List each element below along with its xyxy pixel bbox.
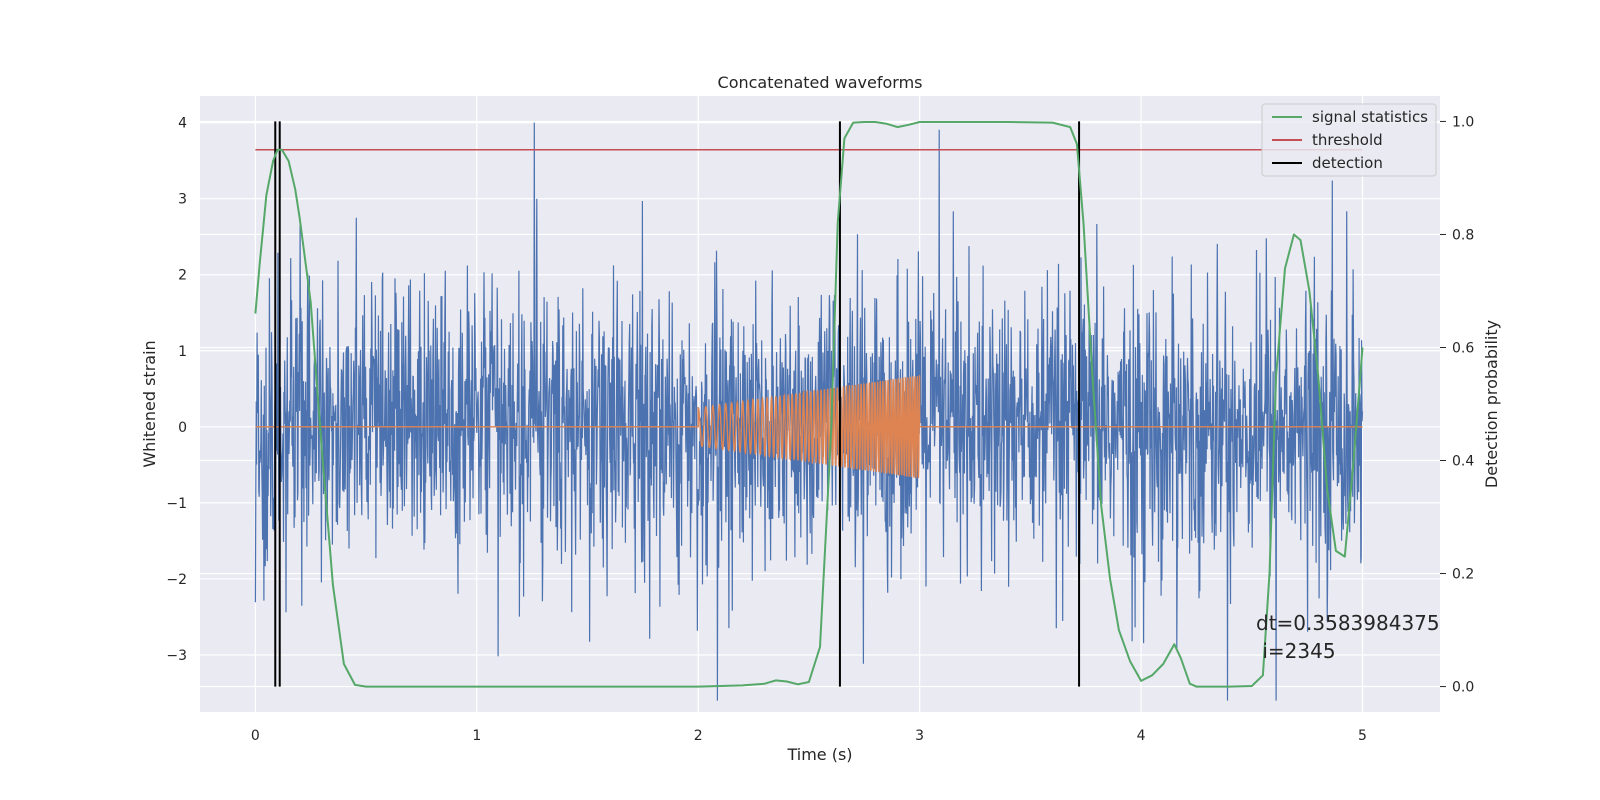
injected-signal-series (255, 375, 1363, 479)
y-right-tick-label: 1.0 (1452, 114, 1474, 130)
y-right-tick-label: 0.8 (1452, 227, 1474, 243)
x-tick-label: 4 (1137, 728, 1146, 744)
x-tick-label: 2 (694, 728, 703, 744)
y-left-tick-label: 1 (178, 344, 187, 360)
legend-box (1261, 103, 1437, 177)
chart-title: Concatenated waveforms (718, 73, 923, 92)
noise-trace (254, 122, 1364, 701)
y-left-tick-label: 0 (178, 420, 187, 436)
x-tick-label: 0 (251, 728, 260, 744)
y-left-tick-label: 4 (178, 116, 187, 132)
signal-statistics-line (254, 121, 1364, 688)
tick-labels: 0 1 2 3 4 5 −3 −2 −1 0 1 2 3 4 0.0 0.2 0.4 0.6 0.8 1.0 (166, 114, 1474, 744)
y-left-tick-label: −1 (166, 496, 187, 512)
y-right-tick-label: 0.2 (1452, 567, 1474, 583)
x-tick-label: 5 (1358, 728, 1367, 744)
annotation-i: i=2345 (1256, 639, 1336, 663)
y-right-tick-label: 0.4 (1452, 454, 1474, 470)
y-left-tick-label: 3 (178, 192, 187, 208)
y-left-tick-label: −2 (166, 572, 187, 588)
y-left-tick-label: 2 (178, 268, 187, 284)
x-axis-label: Time (s) (786, 745, 852, 764)
legend-label-threshold: threshold (1312, 131, 1383, 149)
annotation-dt: dt=0.3583984375 (1256, 611, 1440, 635)
noise-series (254, 122, 1364, 701)
y-axis-label-right: Detection probability (1482, 320, 1501, 488)
legend-label-detection: detection (1312, 154, 1383, 172)
y-right-tick-label: 0.0 (1452, 680, 1474, 696)
x-tick-label: 3 (915, 728, 924, 744)
y-axis-label-left: Whitened strain (140, 340, 159, 467)
x-tick-label: 1 (472, 728, 481, 744)
injected-signal-trace (255, 375, 1363, 479)
y-left-tick-label: −3 (166, 648, 187, 664)
detection-series (274, 121, 1081, 687)
signal-statistics-series (254, 121, 1364, 688)
legend-label-signal-statistics: signal statistics (1312, 108, 1428, 126)
y-right-tick-label: 0.6 (1452, 340, 1474, 356)
legend: signal statistics threshold detection (1261, 103, 1437, 177)
